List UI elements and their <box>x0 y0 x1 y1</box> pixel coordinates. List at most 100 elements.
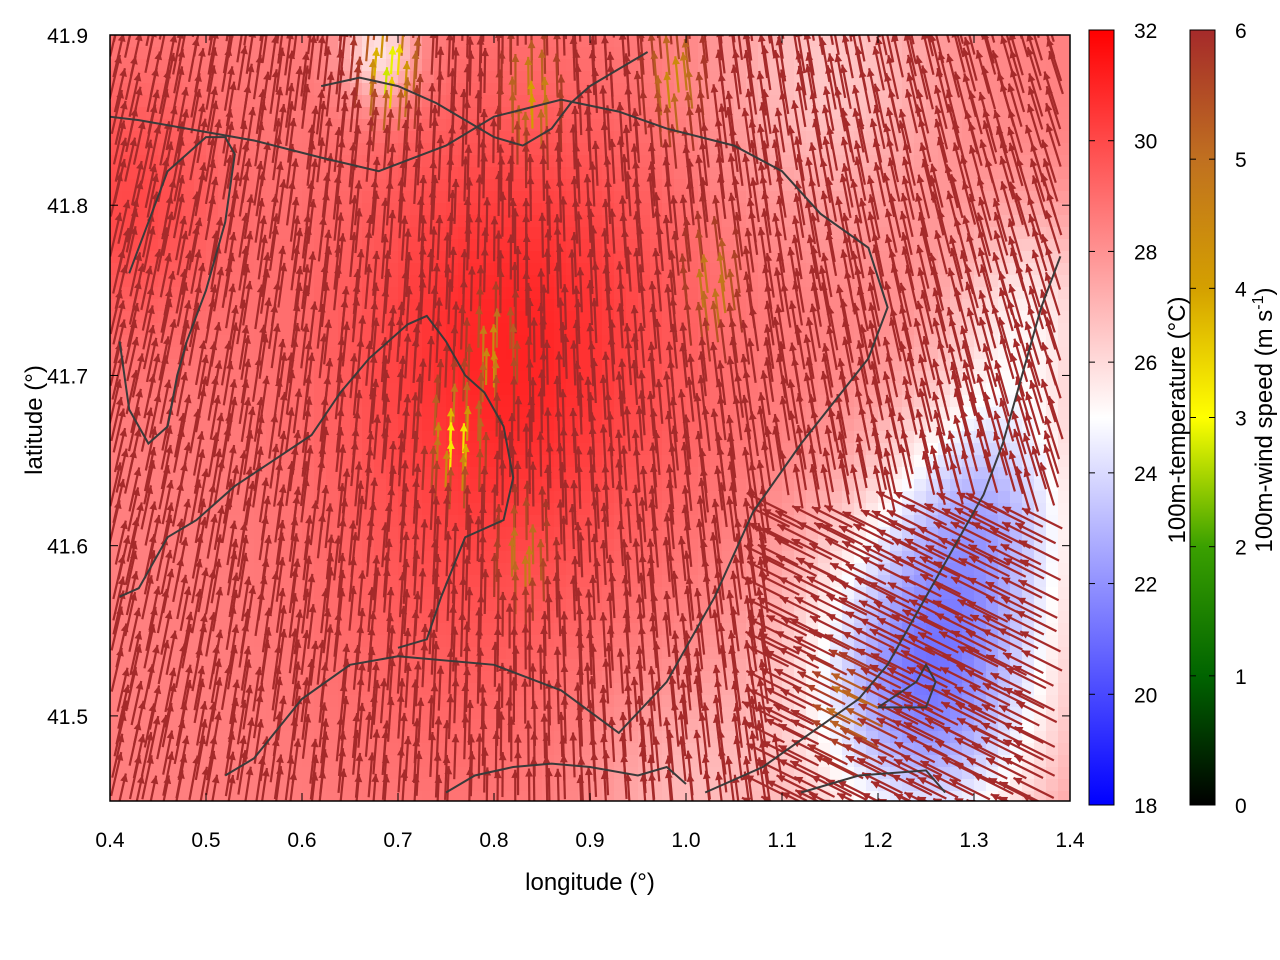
temperature-cell <box>302 419 315 432</box>
temperature-cell <box>122 527 135 540</box>
temperature-cell <box>278 239 291 252</box>
temperature-cell <box>158 683 171 696</box>
temperature-cell <box>374 131 387 144</box>
temperature-cell <box>218 575 231 588</box>
temperature-cell <box>578 359 591 372</box>
temperature-cell <box>422 35 435 48</box>
temperature-cell <box>266 179 279 192</box>
temperature-cell <box>578 71 591 84</box>
temperature-cell <box>338 527 351 540</box>
temperature-cell <box>374 143 387 156</box>
temperature-cell <box>566 647 579 660</box>
temperature-cell <box>146 251 159 264</box>
temperature-cell <box>614 83 627 96</box>
temperature-cell <box>182 719 195 732</box>
temperature-cell <box>218 611 231 624</box>
temperature-cell <box>458 635 471 648</box>
temperature-cell <box>182 491 195 504</box>
temperature-cell <box>338 395 351 408</box>
temperature-cell <box>338 203 351 216</box>
temperature-cell <box>326 299 339 312</box>
temperature-cell <box>626 287 639 300</box>
temperature-cell <box>482 527 495 540</box>
temperature-cell <box>506 515 519 528</box>
temperature-cell <box>266 515 279 528</box>
temperature-cell <box>230 347 243 360</box>
temperature-cell <box>374 275 387 288</box>
temperature-cell <box>290 131 303 144</box>
temperature-cell <box>470 779 483 792</box>
temperature-cell <box>482 707 495 720</box>
temperature-cell <box>326 695 339 708</box>
temperature-cell <box>1022 239 1035 252</box>
temperature-cell <box>566 779 579 792</box>
temperature-cell <box>254 503 267 516</box>
temperature-cell <box>374 791 387 801</box>
temperature-cell <box>626 275 639 288</box>
temperature-cell <box>386 743 399 756</box>
temperature-cell <box>422 347 435 360</box>
temperature-cell <box>386 407 399 420</box>
temperature-cell <box>638 455 651 468</box>
temperature-cell <box>482 791 495 801</box>
temperature-cell <box>470 383 483 396</box>
temperature-cell <box>194 239 207 252</box>
temperature-cell <box>230 263 243 276</box>
temperature-cell <box>614 683 627 696</box>
temperature-cell <box>470 335 483 348</box>
temperature-cell <box>218 383 231 396</box>
temperature-cell <box>470 203 483 216</box>
temperature-cell <box>482 335 495 348</box>
temperature-cell <box>122 275 135 288</box>
temperature-cell <box>818 479 831 492</box>
temperature-cell <box>422 431 435 444</box>
temperature-cell <box>266 47 279 60</box>
temperature-cell <box>422 575 435 588</box>
temperature-cell <box>242 791 255 801</box>
temperature-cell <box>422 587 435 600</box>
temperature-cell <box>290 419 303 432</box>
temperature-cell <box>230 431 243 444</box>
temperature-cell <box>326 779 339 792</box>
temperature-cell <box>254 143 267 156</box>
temperature-cell <box>470 131 483 144</box>
temperature-cell <box>434 707 447 720</box>
temperature-cell <box>542 107 555 120</box>
temperature-cell <box>290 167 303 180</box>
temperature-cell <box>182 143 195 156</box>
temperature-cell <box>230 107 243 120</box>
temperature-cell <box>506 251 519 264</box>
temperature-cell <box>266 83 279 96</box>
temperature-cell <box>602 527 615 540</box>
temperature-cell <box>110 671 123 684</box>
temperature-cell <box>170 419 183 432</box>
temperature-cell <box>470 695 483 708</box>
temperature-cell <box>302 359 315 372</box>
temperature-cell <box>290 395 303 408</box>
temperature-cell <box>326 143 339 156</box>
temperature-cell <box>830 491 843 504</box>
temperature-cell <box>194 791 207 801</box>
temperature-cell <box>482 407 495 420</box>
temperature-cell <box>554 743 567 756</box>
temperature-cell <box>326 455 339 468</box>
temperature-cell <box>326 791 339 801</box>
temperature-cell <box>410 239 423 252</box>
temperature-cell <box>266 551 279 564</box>
temperature-cell <box>278 635 291 648</box>
temperature-cell <box>566 491 579 504</box>
temperature-cell <box>182 791 195 801</box>
temperature-cell <box>362 611 375 624</box>
temperature-cell <box>266 755 279 768</box>
temperature-cell <box>326 707 339 720</box>
temperature-cell <box>422 563 435 576</box>
temperature-cell <box>266 587 279 600</box>
temperature-cell <box>302 755 315 768</box>
temperature-cell <box>122 179 135 192</box>
temperature-cell <box>470 251 483 264</box>
temperature-cell <box>338 791 351 801</box>
temperature-cell <box>134 527 147 540</box>
temperature-cell <box>434 287 447 300</box>
temperature-cell <box>470 707 483 720</box>
temperature-cell <box>530 239 543 252</box>
